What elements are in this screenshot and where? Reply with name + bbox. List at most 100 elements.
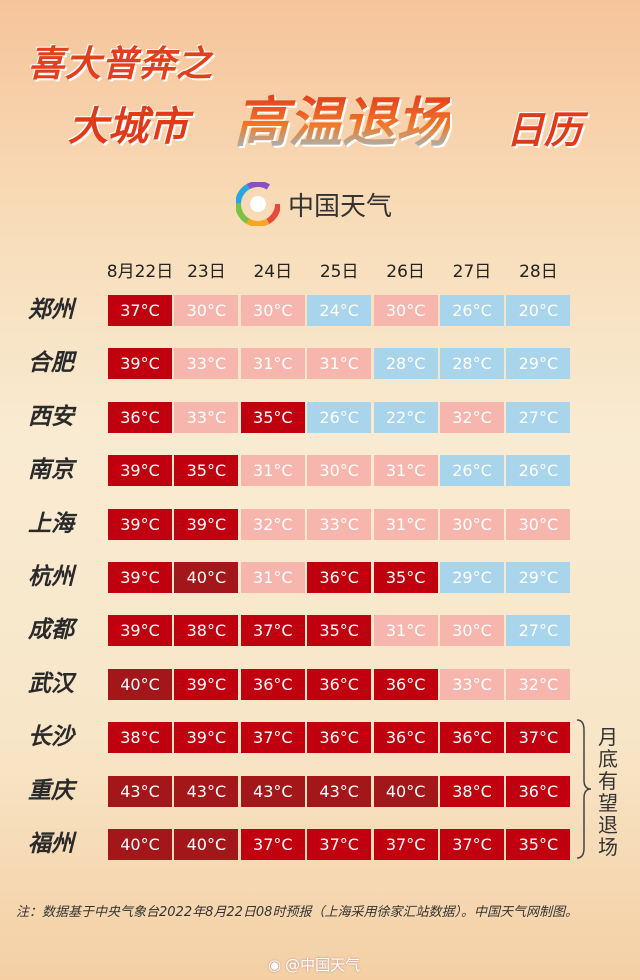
temperature-cell: 37°C <box>307 829 372 860</box>
temperature-cell: 33°C <box>174 401 239 433</box>
temperature-cell: 27°C <box>506 401 571 433</box>
temperature-cell: 35°C <box>240 401 305 433</box>
side-note: 月底有望退场 <box>598 725 618 859</box>
title-suffix: 日历 <box>506 108 583 152</box>
weibo-icon: ◉ <box>268 956 282 974</box>
temperature-cell: 32°C <box>440 401 504 433</box>
temperature-cell: 37°C <box>108 295 172 326</box>
temperature-cell: 35°C <box>373 562 438 593</box>
date-header: 25日 <box>319 262 359 282</box>
date-header: 8月22日 <box>106 262 174 282</box>
temperature-cell: 30°C <box>307 455 372 487</box>
temperature-cell: 36°C <box>108 401 172 433</box>
city-label: 福州 <box>28 831 74 857</box>
temperature-cell: 28°C <box>373 348 438 380</box>
temperature-cell: 30°C <box>440 615 504 647</box>
temperature-cell: 30°C <box>506 508 571 540</box>
temperature-cell: 30°C <box>373 295 438 326</box>
temperature-cell: 43°C <box>240 775 305 807</box>
brace-icon <box>576 719 592 859</box>
city-label: 杭州 <box>28 564 74 590</box>
temperature-cell: 40°C <box>108 668 172 700</box>
temperature-cell: 31°C <box>240 455 305 487</box>
temperature-cell: 31°C <box>373 615 438 647</box>
title-highlight: 高温退场 <box>234 91 450 154</box>
temperature-cell: 40°C <box>174 829 239 860</box>
temperature-cell: 36°C <box>373 668 438 700</box>
temperature-cell: 38°C <box>108 722 172 754</box>
temperature-cell: 32°C <box>240 508 305 540</box>
temperature-cell: 31°C <box>373 455 438 487</box>
temperature-cell: 35°C <box>506 829 571 860</box>
temperature-cell: 38°C <box>440 775 504 807</box>
temperature-cell: 29°C <box>506 562 571 593</box>
temperature-cell: 33°C <box>174 348 239 380</box>
temperature-cell: 33°C <box>307 508 372 540</box>
temperature-cell: 40°C <box>373 775 438 807</box>
temperature-cell: 36°C <box>240 668 305 700</box>
temperature-cell: 36°C <box>440 722 504 754</box>
city-label: 重庆 <box>28 777 74 804</box>
temperature-cell: 40°C <box>174 562 239 593</box>
temperature-cell: 29°C <box>506 348 571 380</box>
temperature-cell: 39°C <box>174 508 239 540</box>
brand-logo: 中国天气 <box>236 182 392 226</box>
date-header: 24日 <box>253 262 293 282</box>
temperature-cell: 37°C <box>506 722 571 754</box>
temperature-cell: 32°C <box>506 668 571 700</box>
temperature-cell: 20°C <box>506 295 571 326</box>
china-weather-logo-icon <box>236 182 280 226</box>
title-prefix: 大城市 <box>68 104 188 150</box>
temperature-cell: 31°C <box>240 348 305 380</box>
title-line1: 喜大普奔之 <box>28 44 214 85</box>
city-label: 西安 <box>28 403 74 430</box>
temperature-cell: 30°C <box>240 295 305 326</box>
temperature-cell: 39°C <box>108 455 172 487</box>
temperature-cell: 22°C <box>373 401 438 433</box>
city-label: 合肥 <box>28 350 74 377</box>
date-header: 28日 <box>519 262 558 282</box>
city-label: 南京 <box>28 457 74 484</box>
temperature-cell: 43°C <box>108 775 172 807</box>
temperature-cell: 35°C <box>174 455 239 487</box>
temperature-cell: 35°C <box>307 615 372 647</box>
temperature-cell: 37°C <box>440 829 504 860</box>
temperature-cell: 38°C <box>174 615 239 647</box>
city-label: 武汉 <box>28 670 74 697</box>
temperature-cell: 26°C <box>307 401 372 433</box>
temperature-cell: 39°C <box>108 348 172 380</box>
date-header: 27日 <box>452 262 492 282</box>
temperature-cell: 36°C <box>373 722 438 754</box>
brand-name: 中国天气 <box>288 191 393 222</box>
temperature-cell: 27°C <box>506 615 571 647</box>
temperature-cell: 36°C <box>506 775 571 807</box>
temperature-cell: 37°C <box>240 615 305 647</box>
temperature-cell: 28°C <box>440 348 504 380</box>
weibo-handle: @中国天气 <box>285 956 361 974</box>
temperature-cell: 37°C <box>240 829 305 860</box>
temperature-cell: 30°C <box>174 295 239 326</box>
city-label: 上海 <box>28 510 74 537</box>
temperature-cell: 31°C <box>240 562 305 593</box>
temperature-cell: 37°C <box>373 829 438 860</box>
city-label: 成都 <box>28 617 74 644</box>
temperature-cell: 26°C <box>440 295 504 326</box>
city-label: 长沙 <box>28 724 74 751</box>
temperature-cell: 39°C <box>174 722 239 754</box>
temperature-cell: 33°C <box>440 668 504 700</box>
temperature-cell: 39°C <box>108 562 172 593</box>
temperature-cell: 36°C <box>307 562 372 593</box>
city-label: 郑州 <box>28 297 74 323</box>
temperature-cell: 36°C <box>307 668 372 700</box>
temperature-cell: 43°C <box>174 775 239 807</box>
temperature-cell: 31°C <box>373 508 438 540</box>
temperature-cell: 31°C <box>307 348 372 380</box>
temperature-cell: 39°C <box>174 668 239 700</box>
temperature-cell: 29°C <box>440 562 504 593</box>
date-header: 23日 <box>187 262 226 282</box>
footer-note: 注：数据基于中央气象台2022年8月22日08时预报（上海采用徐家汇站数据）。中… <box>16 905 578 920</box>
temperature-cell: 30°C <box>440 508 504 540</box>
temperature-cell: 26°C <box>440 455 504 487</box>
temperature-cell: 37°C <box>240 722 305 754</box>
weibo-watermark: ◉ @中国天气 <box>268 956 360 974</box>
